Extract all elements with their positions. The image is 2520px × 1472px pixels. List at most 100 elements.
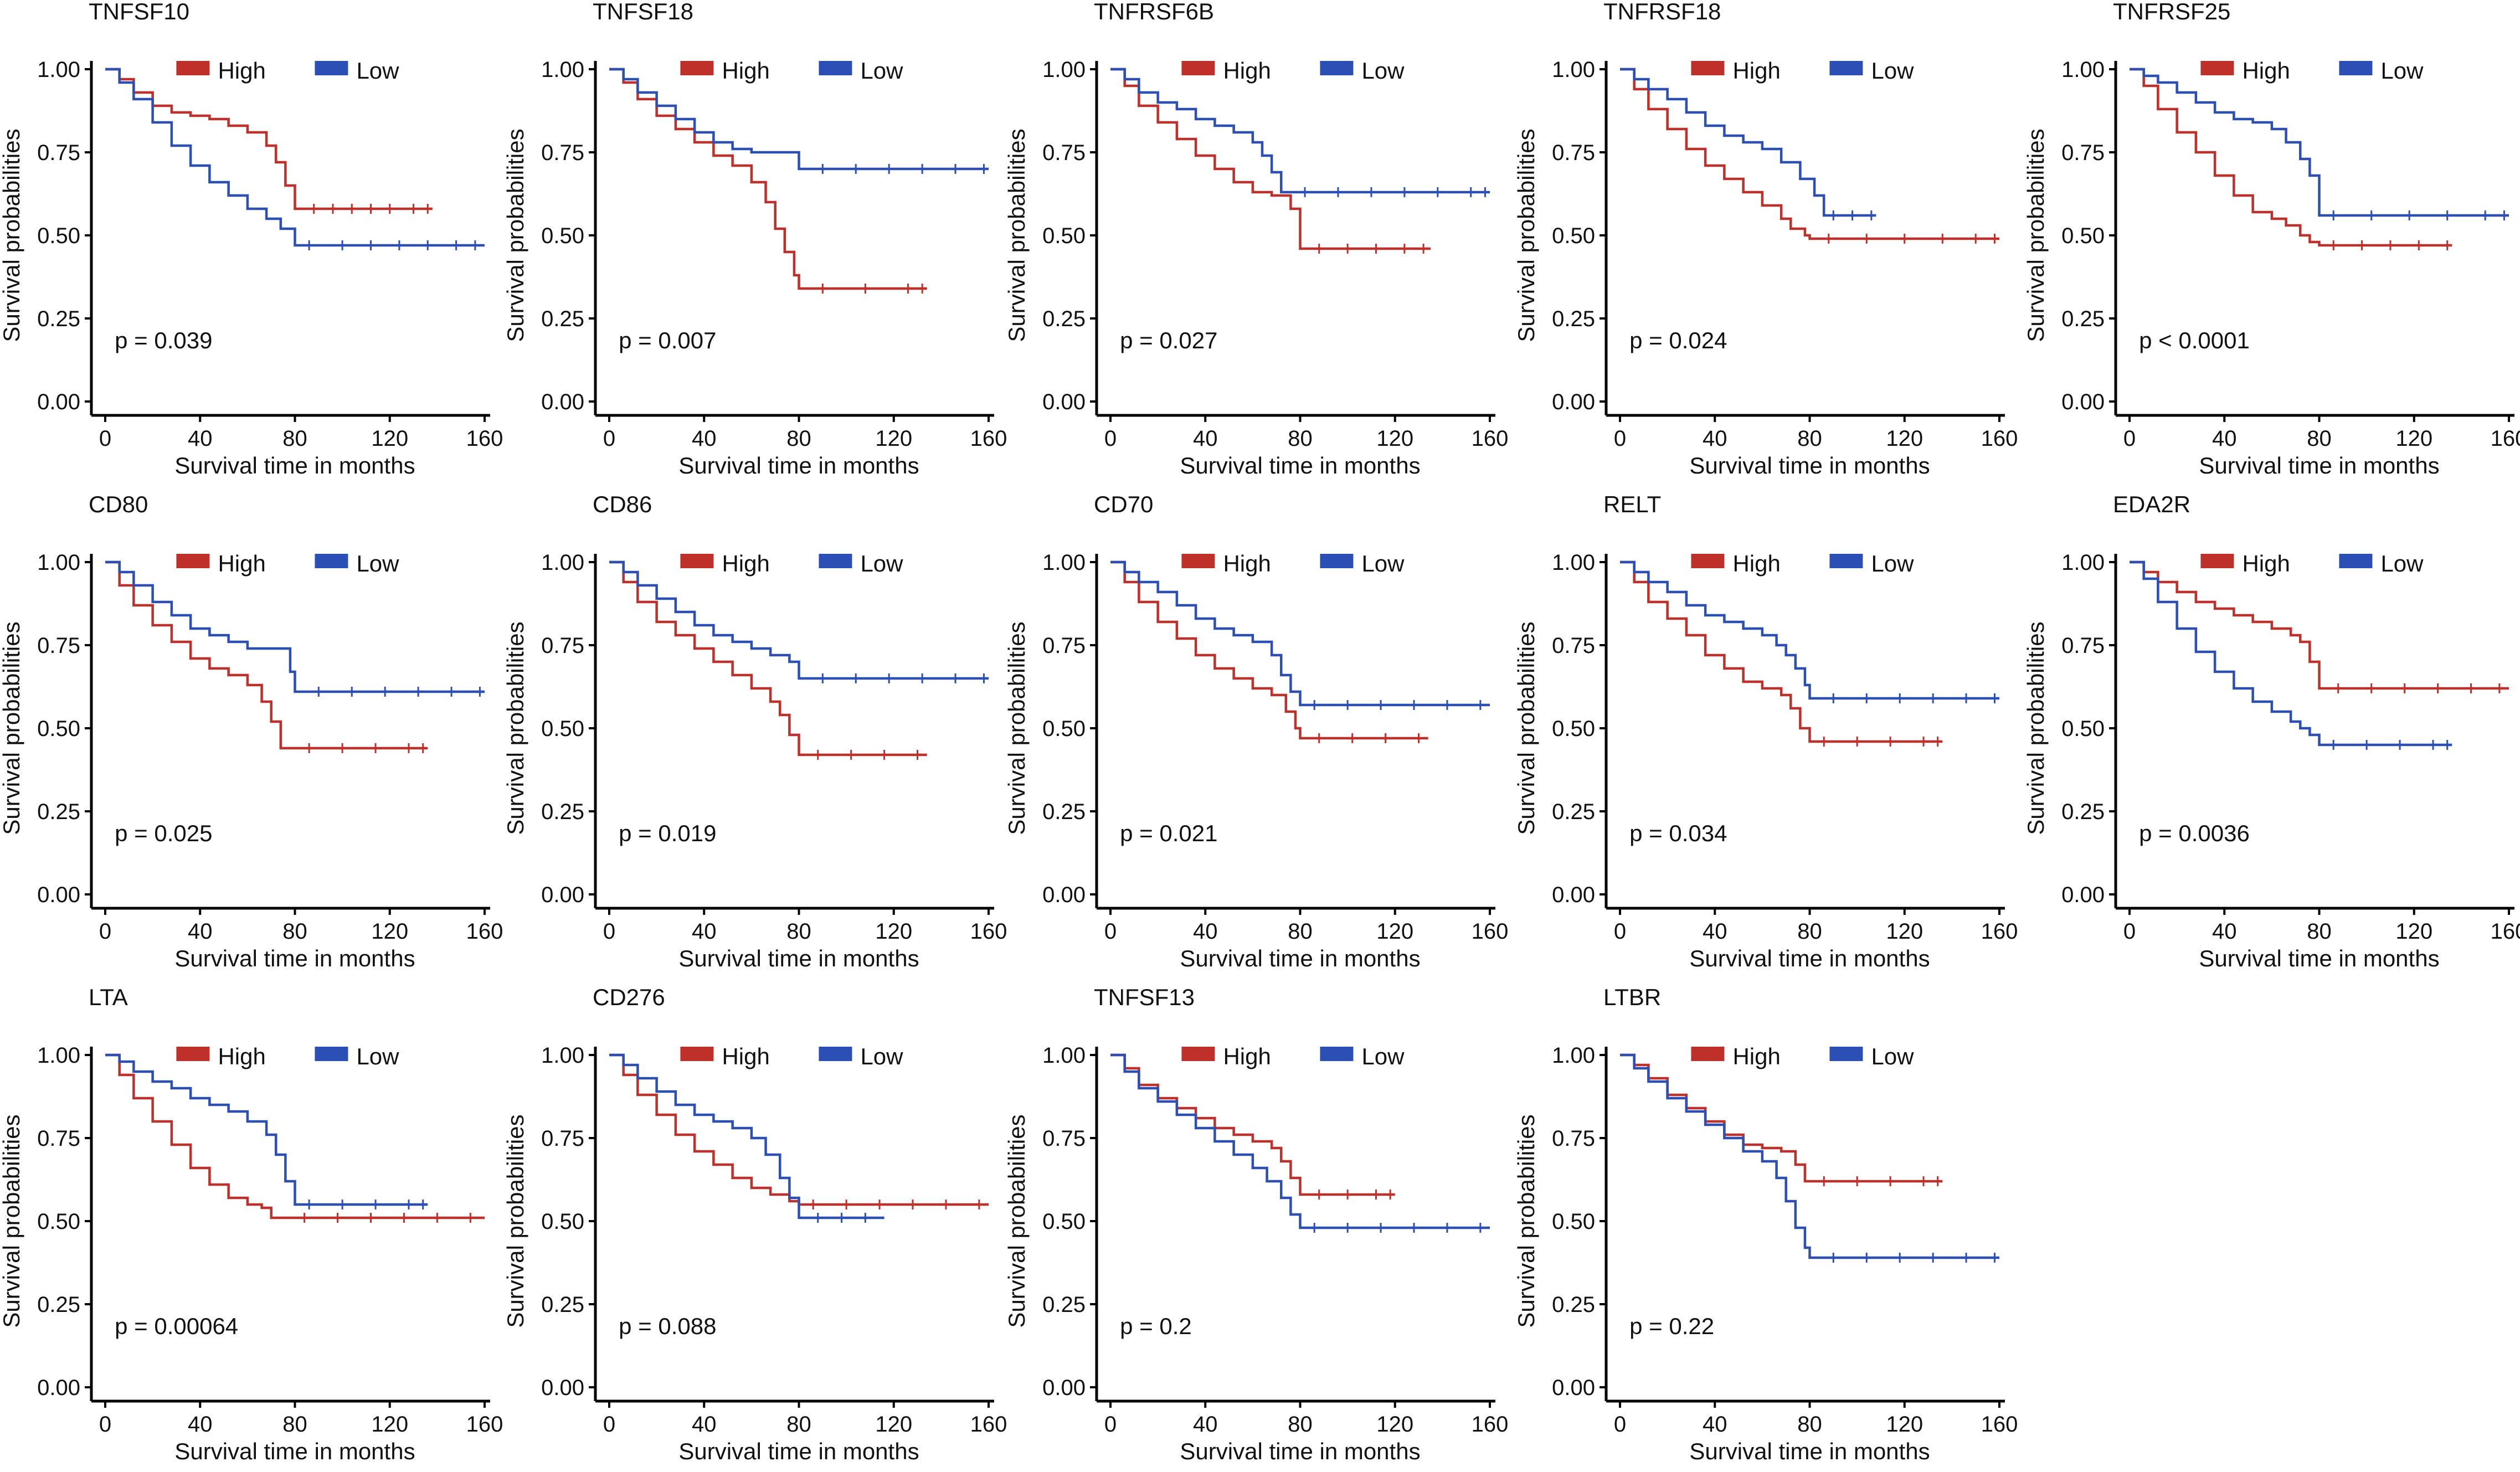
legend-high-swatch — [680, 61, 714, 75]
x-tick-label: 0 — [603, 1412, 615, 1437]
legend-high-label: High — [1732, 1043, 1780, 1069]
y-tick-label: 0.00 — [37, 1376, 80, 1400]
km-curve-low — [1620, 1053, 1999, 1259]
x-tick-label: 120 — [2395, 919, 2432, 944]
x-tick-label: 160 — [1981, 426, 2018, 451]
y-axis-label: Survival probabilities — [2023, 621, 2049, 835]
y-tick-label: 0.25 — [37, 1293, 80, 1317]
legend-high-label: High — [1223, 58, 1271, 84]
y-tick-label: 0.25 — [541, 307, 584, 331]
y-axis-label: Survival probabilities — [1513, 1114, 1539, 1327]
x-tick-label: 160 — [466, 1412, 503, 1437]
y-axis-label: Survival probabilities — [1513, 621, 1539, 835]
km-panel-eda2r: EDA2R 0.00 0.25 0.50 0.75 1.00 0 40 80 120 160 Surv… — [2023, 491, 2520, 971]
p-value-label: p = 0.007 — [619, 327, 716, 353]
y-axis-label: Survival probabilities — [502, 128, 528, 342]
x-tick-label: 40 — [188, 426, 213, 451]
y-tick-label: 0.00 — [1552, 1376, 1595, 1400]
x-axis-label: Survival time in months — [1180, 452, 1420, 478]
x-tick-label: 80 — [2307, 426, 2332, 451]
km-curve-high — [1110, 1053, 1395, 1196]
km-curve-high — [105, 68, 433, 210]
km-panel-tnfrsf25: TNFRSF25 0.00 0.25 0.50 0.75 1.00 0 40 80 120 160 S… — [2023, 0, 2520, 478]
legend-high-swatch — [680, 554, 714, 568]
y-tick-label: 1.00 — [1042, 58, 1086, 82]
km-panel-lta: LTA 0.00 0.25 0.50 0.75 1.00 0 40 80 120 160 Surviv… — [0, 984, 503, 1464]
x-tick-label: 40 — [692, 1412, 717, 1437]
x-tick-label: 40 — [692, 919, 717, 944]
x-tick-label: 40 — [188, 919, 213, 944]
x-tick-label: 120 — [371, 426, 408, 451]
panel-title: TNFSF18 — [593, 0, 693, 24]
x-axis-label: Survival time in months — [2199, 452, 2439, 478]
x-tick-label: 80 — [282, 1412, 307, 1437]
km-curve-high — [1110, 68, 1431, 250]
y-tick-label: 0.00 — [1042, 390, 1086, 414]
x-tick-label: 40 — [1193, 426, 1218, 451]
y-axis-label: Survival probabilities — [0, 128, 24, 342]
y-axis-label: Survival probabilities — [502, 621, 528, 835]
x-tick-label: 0 — [99, 1412, 111, 1437]
legend-high-label: High — [1223, 550, 1271, 577]
y-tick-label: 1.00 — [37, 550, 80, 575]
legend-low-swatch — [315, 1047, 348, 1061]
x-tick-label: 120 — [875, 919, 912, 944]
y-tick-label: 0.25 — [37, 307, 80, 331]
legend-low-swatch — [315, 61, 348, 75]
y-tick-label: 0.50 — [1042, 224, 1086, 248]
km-curve-high — [105, 1053, 485, 1219]
x-axis-label: Survival time in months — [678, 945, 919, 971]
y-tick-label: 0.50 — [1552, 717, 1595, 741]
p-value-label: p = 0.22 — [1629, 1313, 1714, 1339]
x-tick-label: 0 — [1614, 1412, 1626, 1437]
x-axis-label: Survival time in months — [1689, 452, 1930, 478]
y-tick-label: 0.25 — [1042, 800, 1086, 824]
p-value-label: p = 0.025 — [115, 820, 212, 846]
legend-high-swatch — [1181, 554, 1215, 568]
y-axis-label: Survival probabilities — [1004, 621, 1030, 835]
x-tick-label: 0 — [2123, 919, 2136, 944]
x-tick-label: 120 — [2395, 426, 2432, 451]
legend-high-label: High — [2242, 550, 2290, 577]
y-tick-label: 0.50 — [37, 224, 80, 248]
y-axis-label: Survival probabilities — [2023, 128, 2049, 342]
x-tick-label: 80 — [1288, 426, 1313, 451]
panel-title: TNFRSF18 — [1603, 0, 1721, 24]
y-tick-label: 0.00 — [541, 390, 584, 414]
legend-low-swatch — [1829, 554, 1863, 568]
km-curve-high — [2130, 560, 2509, 690]
km-curve-high — [609, 1053, 989, 1206]
x-tick-label: 160 — [970, 1412, 1007, 1437]
x-tick-label: 120 — [1886, 919, 1923, 944]
legend-high-swatch — [1691, 1047, 1725, 1061]
x-tick-label: 80 — [1288, 1412, 1313, 1437]
legend-low-swatch — [819, 554, 852, 568]
panel-title: LTA — [89, 984, 128, 1010]
legend-low-label: Low — [860, 58, 903, 84]
y-axis-label: Survival probabilities — [0, 621, 24, 835]
km-panel-cd80: CD80 0.00 0.25 0.50 0.75 1.00 0 40 80 120 160 Survi… — [0, 491, 503, 971]
panel-title: TNFSF13 — [1094, 984, 1195, 1010]
legend-low-label: Low — [356, 550, 399, 577]
x-tick-label: 80 — [2307, 919, 2332, 944]
km-curve-low — [609, 1053, 884, 1219]
x-tick-label: 0 — [99, 426, 111, 451]
y-tick-label: 1.00 — [541, 58, 584, 82]
km-panel-ltbr: LTBR 0.00 0.25 0.50 0.75 1.00 0 40 80 120 160 Survi… — [1513, 984, 2018, 1464]
x-tick-label: 0 — [99, 919, 111, 944]
km-curve-low — [2130, 560, 2452, 747]
legend-high-label: High — [722, 550, 769, 577]
x-tick-label: 120 — [371, 1412, 408, 1437]
x-axis-label: Survival time in months — [678, 1438, 919, 1464]
x-tick-label: 40 — [188, 1412, 213, 1437]
x-axis-label: Survival time in months — [174, 452, 415, 478]
y-tick-label: 0.75 — [1552, 634, 1595, 658]
x-tick-label: 40 — [2212, 919, 2237, 944]
y-tick-label: 0.75 — [1552, 1126, 1595, 1151]
km-curve-low — [105, 68, 485, 247]
legend-high-label: High — [2242, 58, 2290, 84]
p-value-label: p = 0.039 — [115, 327, 212, 353]
y-tick-label: 0.75 — [1552, 141, 1595, 165]
x-axis-label: Survival time in months — [174, 1438, 415, 1464]
